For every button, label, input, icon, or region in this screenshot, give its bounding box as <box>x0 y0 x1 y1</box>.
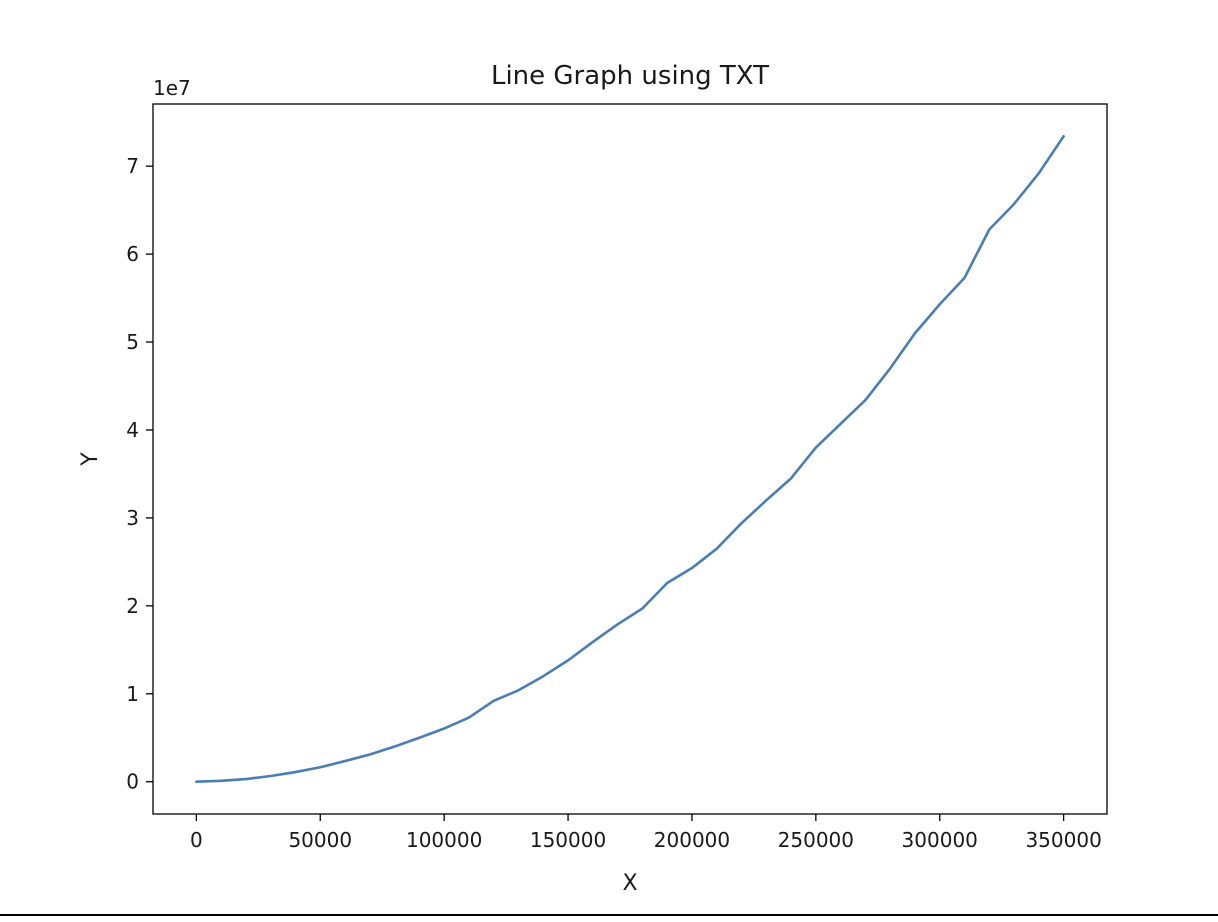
x-tick-label: 250000 <box>778 828 854 852</box>
x-tick-label: 200000 <box>654 828 730 852</box>
y-tick-label: 5 <box>126 330 139 354</box>
y-axis-ticks: 0 1 2 3 4 5 6 7 <box>126 154 153 794</box>
x-tick-label: 350000 <box>1025 828 1101 852</box>
bottom-border <box>0 914 1218 916</box>
x-tick-label: 50000 <box>288 828 352 852</box>
x-axis-ticks: 0 50000 100000 150000 200000 250000 300000 3500… <box>190 814 1102 852</box>
y-tick-label: 0 <box>126 770 139 794</box>
y-tick-label: 7 <box>126 154 139 178</box>
y-tick-label: 3 <box>126 506 139 530</box>
y-tick-label: 2 <box>126 594 139 618</box>
series-line <box>195 134 1065 784</box>
plot-frame <box>152 103 1108 815</box>
x-tick-label: 100000 <box>406 828 482 852</box>
x-axis-label: X <box>622 871 637 896</box>
y-axis-label: Y <box>78 452 103 467</box>
x-tick-label: 300000 <box>902 828 978 852</box>
y-tick-label: 1 <box>126 682 139 706</box>
x-tick-label: 0 <box>190 828 203 852</box>
chart-title: Line Graph using TXT <box>491 61 769 91</box>
y-tick-label: 6 <box>126 242 139 266</box>
x-tick-label: 150000 <box>530 828 606 852</box>
y-tick-label: 4 <box>126 418 139 442</box>
y-axis-offset-label: 1e7 <box>153 76 191 100</box>
